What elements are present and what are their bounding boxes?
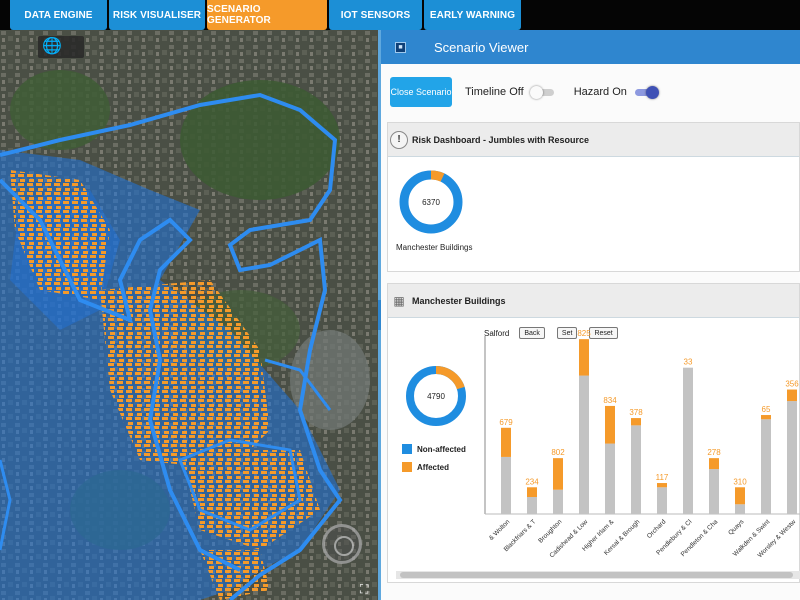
back-button[interactable]: Back [519, 327, 545, 339]
scenario-viewer-panel: ■ Scenario Viewer Close Scenario Timelin… [381, 30, 800, 600]
tab-iot-sensors[interactable]: IOT SENSORS [329, 0, 422, 30]
hazard-toggle[interactable] [634, 86, 659, 99]
bar-non-affected[interactable] [501, 456, 511, 514]
tab-risk-visualiser[interactable]: RISK VISUALISER [109, 0, 205, 30]
legend-non-affected: Non-affected [402, 444, 466, 454]
legend-swatch [402, 444, 412, 454]
bar-non-affected[interactable] [735, 504, 745, 514]
grid-icon: ▦ [393, 293, 405, 308]
timeline-label: Timeline Off [465, 86, 524, 98]
bar-non-affected[interactable] [553, 489, 563, 514]
donut-affected-arc [399, 170, 463, 234]
bar-affected[interactable] [501, 427, 511, 457]
bar-data-label: 378 [629, 408, 643, 417]
filter-label: Salford [484, 328, 510, 338]
panel-icon: ■ [395, 41, 406, 53]
bar-data-label: 33 [684, 358, 693, 367]
bar-affected[interactable] [657, 483, 667, 488]
bar-non-affected[interactable] [579, 375, 589, 514]
bar-data-label: 679 [499, 418, 513, 427]
buildings-card: ▦ Manchester Buildings Salford Back Set … [387, 283, 800, 583]
buildings-donut-svg [406, 366, 466, 426]
set-button[interactable]: Set [556, 327, 578, 339]
bar-data-label: 65 [762, 405, 771, 414]
map-navigation-wheel[interactable] [322, 524, 362, 564]
scrollbar-thumb[interactable] [400, 572, 793, 578]
tab-data-engine[interactable]: DATA ENGINE [10, 0, 107, 30]
legend-swatch [402, 462, 412, 472]
bar-non-affected[interactable] [709, 469, 719, 514]
tab-scenario-generator[interactable]: SCENARIO GENERATOR [207, 0, 327, 30]
panel-header: ■ Scenario Viewer [381, 30, 800, 64]
bar-affected[interactable] [605, 405, 615, 444]
donut-affected-arc [406, 366, 466, 426]
risk-donut-total: 6370 [422, 197, 440, 207]
bar-data-label: 117 [656, 473, 669, 482]
tab-early-warning[interactable]: EARLY WARNING [424, 0, 521, 30]
basemap-toggle-button[interactable]: 🌐 [38, 36, 84, 58]
bar-non-affected[interactable] [787, 401, 797, 514]
hazard-label: Hazard On [573, 86, 627, 98]
bar-non-affected[interactable] [683, 367, 693, 514]
x-tick-label: Quays [727, 518, 746, 537]
fullscreen-icon[interactable]: ⛶ [360, 582, 369, 596]
bar-affected[interactable] [553, 458, 563, 490]
bar-non-affected[interactable] [605, 443, 615, 514]
bar-data-label: 310 [733, 477, 747, 486]
bar-non-affected[interactable] [527, 497, 537, 514]
panel-title: Scenario Viewer [434, 39, 529, 55]
bar-non-affected[interactable] [657, 487, 667, 514]
buildings-donut-chart: 4790 [404, 364, 468, 428]
filter-row: Salford Back Set Reset [484, 327, 630, 339]
bar-data-label: 825 [577, 329, 591, 338]
buildings-title: Manchester Buildings [412, 295, 506, 306]
info-icon: ! [390, 130, 408, 149]
top-nav: DATA ENGINE RISK VISUALISER SCENARIO GEN… [0, 0, 800, 30]
bar-affected[interactable] [631, 418, 641, 426]
bar-data-label: 278 [707, 448, 721, 457]
bar-data-label: 802 [551, 448, 565, 457]
bar-affected[interactable] [787, 389, 797, 402]
map-view[interactable]: 🌐 ⛶ [0, 30, 378, 600]
x-tick-label: Broughton [537, 518, 563, 544]
close-scenario-button[interactable]: Close Scenario [390, 77, 452, 107]
risk-dashboard-header: ! Risk Dashboard - Jumbles with Resource [388, 123, 799, 157]
bar-affected[interactable] [709, 458, 719, 470]
buildings-header: ▦ Manchester Buildings [388, 284, 799, 318]
reset-button[interactable]: Reset [589, 327, 618, 339]
x-tick-label: Orchard [646, 518, 668, 540]
map-canvas [0, 30, 378, 600]
bar-non-affected[interactable] [631, 425, 641, 514]
bar-affected[interactable] [761, 415, 771, 420]
buildings-donut-total: 4790 [427, 391, 445, 401]
bar-non-affected[interactable] [761, 419, 771, 514]
legend-affected: Affected [402, 462, 449, 472]
risk-donut-svg [399, 170, 463, 234]
risk-dashboard-card: ! Risk Dashboard - Jumbles with Resource… [387, 122, 800, 272]
bar-affected[interactable] [735, 487, 745, 505]
globe-icon: 🌐 [42, 38, 62, 55]
scenario-controls: Close Scenario Timeline Off Hazard On [390, 77, 659, 107]
bar-data-label: 834 [603, 396, 617, 405]
bar-data-label: 234 [525, 477, 539, 486]
risk-donut-caption: Manchester Buildings [396, 243, 473, 252]
timeline-toggle[interactable] [529, 86, 554, 99]
bar-affected[interactable] [527, 487, 537, 497]
bar-affected[interactable] [579, 339, 589, 376]
bar-data-label: 356 [785, 380, 799, 389]
legend-label: Affected [417, 462, 450, 472]
risk-dashboard-title: Risk Dashboard - Jumbles with Resource [412, 134, 590, 145]
risk-donut-chart: 6370 [398, 169, 464, 235]
legend-label: Non-affected [417, 444, 466, 454]
x-tick-label: & Wolton [488, 518, 512, 542]
chart-scrollbar[interactable] [396, 571, 800, 579]
